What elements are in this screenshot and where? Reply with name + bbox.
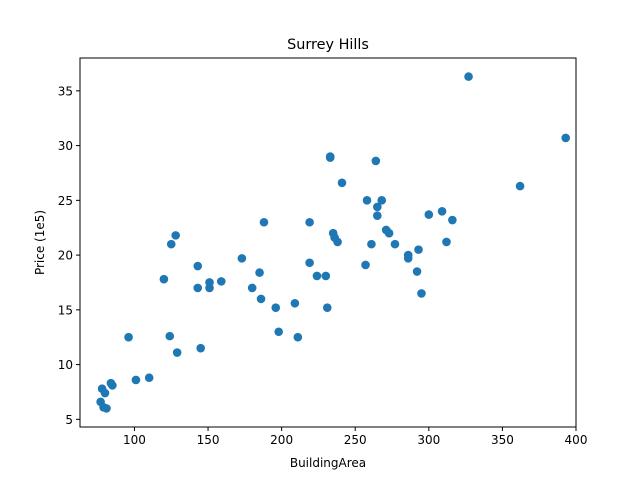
data-point [373, 202, 382, 212]
data-point [102, 404, 111, 413]
y-axis-ticks: 5 10 15 20 25 30 35 [58, 84, 80, 427]
data-point [403, 254, 413, 263]
x-tick-label: 250 [344, 433, 367, 447]
data-point [442, 237, 451, 247]
data-point [196, 343, 205, 353]
data-point [371, 156, 381, 166]
data-point [373, 211, 382, 220]
x-tick-label: 350 [491, 433, 514, 447]
data-point [561, 133, 570, 143]
data-point [216, 277, 226, 286]
data-point [464, 72, 473, 81]
data-point [412, 267, 422, 276]
data-point [100, 388, 110, 398]
data-points [96, 72, 570, 413]
data-point [321, 271, 331, 281]
y-tick-label: 5 [65, 413, 73, 427]
y-axis-label: Price (1e5) [33, 210, 47, 275]
data-point [274, 327, 283, 337]
y-tick-label: 35 [58, 84, 73, 98]
data-point [171, 231, 180, 240]
data-point [515, 181, 525, 191]
y-tick-label: 25 [58, 194, 73, 208]
data-point [333, 237, 342, 247]
x-tick-label: 400 [565, 433, 588, 447]
y-tick-label: 30 [58, 139, 73, 153]
x-tick-label: 100 [123, 433, 146, 447]
data-point [305, 258, 314, 268]
chart-title: Surrey Hills [287, 37, 369, 53]
y-tick-label: 10 [58, 358, 73, 372]
data-point [367, 239, 376, 249]
x-axis-ticks: 100 150 200 250 300 350 400 [123, 427, 587, 447]
y-tick-label: 20 [58, 249, 73, 263]
data-point [322, 303, 332, 312]
data-point [448, 215, 457, 225]
data-point [131, 375, 141, 385]
data-point [172, 348, 182, 357]
data-point [247, 283, 257, 293]
x-tick-label: 150 [197, 433, 220, 447]
x-axis-label: BuildingArea [290, 456, 366, 470]
data-point [193, 261, 203, 271]
x-tick-label: 200 [270, 433, 293, 447]
data-point [390, 239, 400, 249]
data-point [290, 298, 300, 308]
x-tick-label: 300 [417, 433, 440, 447]
data-point [271, 303, 281, 312]
data-point [165, 331, 175, 341]
data-point [384, 228, 394, 238]
data-point [256, 294, 266, 304]
data-point [159, 274, 169, 284]
data-point [259, 217, 269, 227]
data-point [361, 260, 370, 270]
y-tick-label: 15 [58, 303, 73, 317]
data-point [377, 196, 387, 205]
data-point [124, 332, 133, 342]
data-point [166, 239, 176, 249]
plot-frame [79, 57, 577, 428]
data-point [424, 210, 434, 219]
data-point [193, 283, 203, 293]
data-point [305, 217, 314, 227]
data-point [293, 332, 303, 342]
data-point [437, 206, 447, 216]
data-point [144, 373, 154, 383]
data-point [255, 268, 264, 277]
data-point [205, 278, 214, 287]
data-point [237, 254, 247, 263]
data-point [417, 289, 426, 298]
data-point [108, 381, 117, 390]
data-point [337, 178, 347, 188]
data-point [414, 245, 423, 254]
data-point [312, 271, 322, 281]
data-point [325, 153, 335, 162]
data-point [362, 196, 372, 205]
